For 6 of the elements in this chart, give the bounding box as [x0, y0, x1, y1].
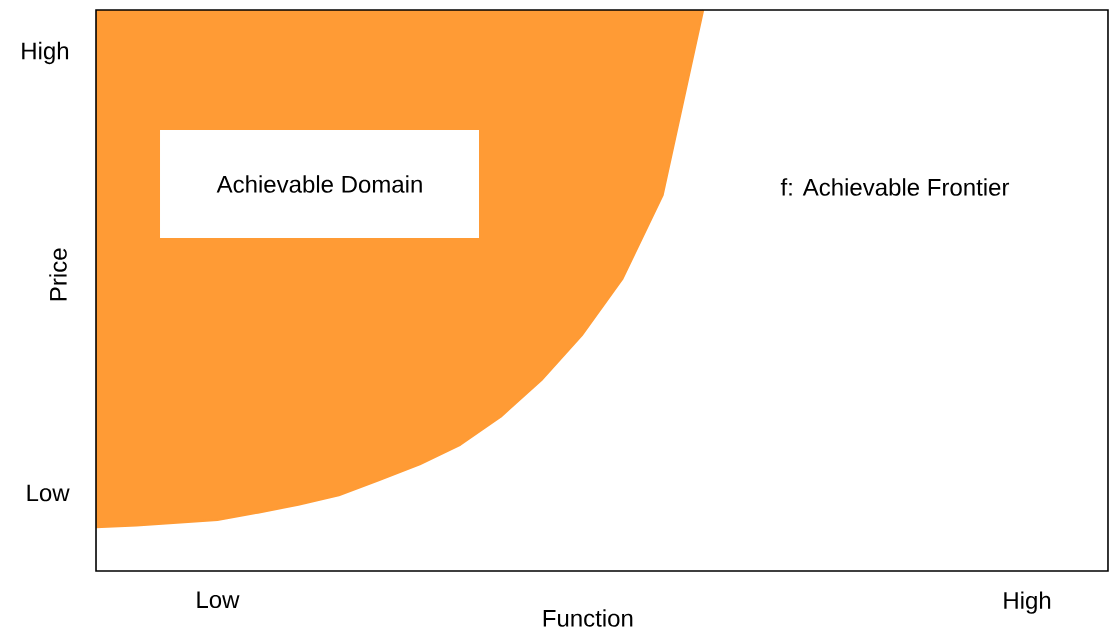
text: Low — [27, 484, 70, 502]
text: High — [22, 41, 69, 65]
annotation: Achievable Domain — [216, 175, 422, 193]
x-axis-title: Function — [543, 609, 633, 627]
annotation: f: Achievable Frontier — [780, 178, 1010, 196]
y-axis-title: Price — [49, 248, 67, 301]
